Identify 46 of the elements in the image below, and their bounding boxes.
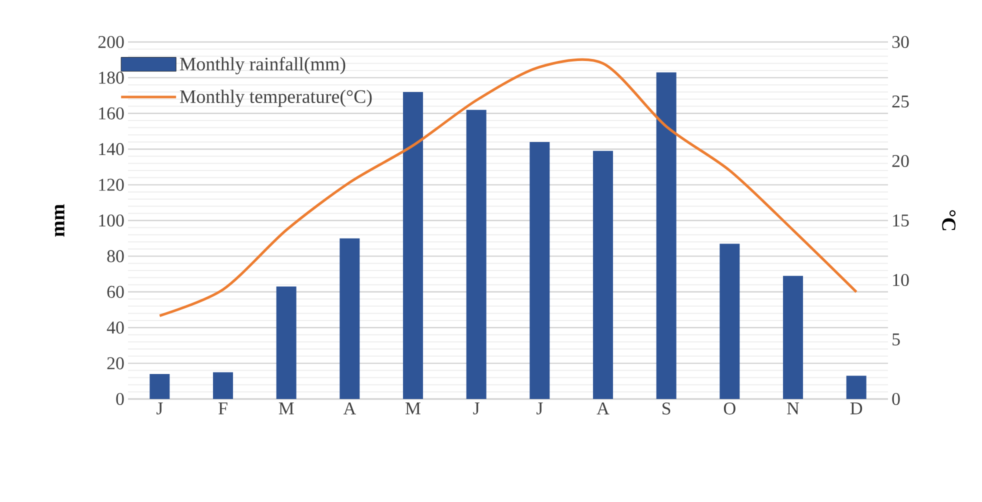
x-tick-label: J bbox=[156, 402, 163, 414]
bar bbox=[656, 72, 676, 399]
y2-tick-label: 20 bbox=[892, 154, 909, 168]
bar bbox=[530, 142, 550, 399]
x-tick-label: S bbox=[662, 402, 670, 415]
bar bbox=[340, 238, 360, 399]
x-tick-label: O bbox=[724, 402, 736, 415]
bar bbox=[213, 372, 234, 399]
y2-tick-label: 10 bbox=[893, 274, 909, 286]
x-tick-label: M bbox=[278, 402, 294, 414]
y-tick-label: 60 bbox=[107, 286, 124, 298]
bar bbox=[403, 92, 424, 399]
bar bbox=[720, 244, 740, 399]
bar bbox=[593, 150, 614, 399]
y-axis-title: mm bbox=[54, 204, 64, 237]
x-tick-label: F bbox=[218, 402, 228, 414]
y-tick-label: 120 bbox=[99, 178, 124, 191]
bar bbox=[846, 376, 866, 399]
y2-tick-label: 5 bbox=[892, 334, 900, 346]
legend-label: Monthly rainfall(mm) bbox=[180, 56, 346, 74]
x-tick-label: J bbox=[536, 402, 543, 414]
bar bbox=[783, 276, 804, 399]
y-tick-label: 20 bbox=[107, 357, 124, 370]
legend-label: Monthly temperature(°C) bbox=[180, 90, 372, 107]
y-tick-label: 200 bbox=[98, 36, 124, 48]
x-tick-label: M bbox=[406, 402, 420, 414]
y2-tick-label: 0 bbox=[892, 392, 900, 406]
bar bbox=[150, 374, 170, 399]
x-tick-label: J bbox=[473, 402, 480, 414]
bar bbox=[276, 286, 296, 399]
y-tick-label: 160 bbox=[99, 107, 124, 120]
y-tick-label: 180 bbox=[99, 72, 124, 84]
x-tick-label: A bbox=[343, 402, 356, 414]
y2-tick-label: 15 bbox=[893, 214, 909, 226]
y2-axis-title: °C bbox=[942, 210, 956, 230]
y2-tick-label: 30 bbox=[892, 36, 909, 48]
x-tick-label: D bbox=[850, 402, 862, 414]
x-tick-label: N bbox=[787, 402, 800, 414]
y-tick-label: 80 bbox=[107, 250, 124, 262]
bar bbox=[466, 110, 486, 399]
y-tick-label: 140 bbox=[99, 143, 124, 156]
y-tick-label: 0 bbox=[116, 392, 124, 406]
y-tick-label: 100 bbox=[99, 214, 124, 227]
y2-tick-label: 25 bbox=[892, 95, 909, 108]
x-tick-label: A bbox=[596, 402, 610, 414]
y-tick-label: 40 bbox=[106, 322, 124, 334]
